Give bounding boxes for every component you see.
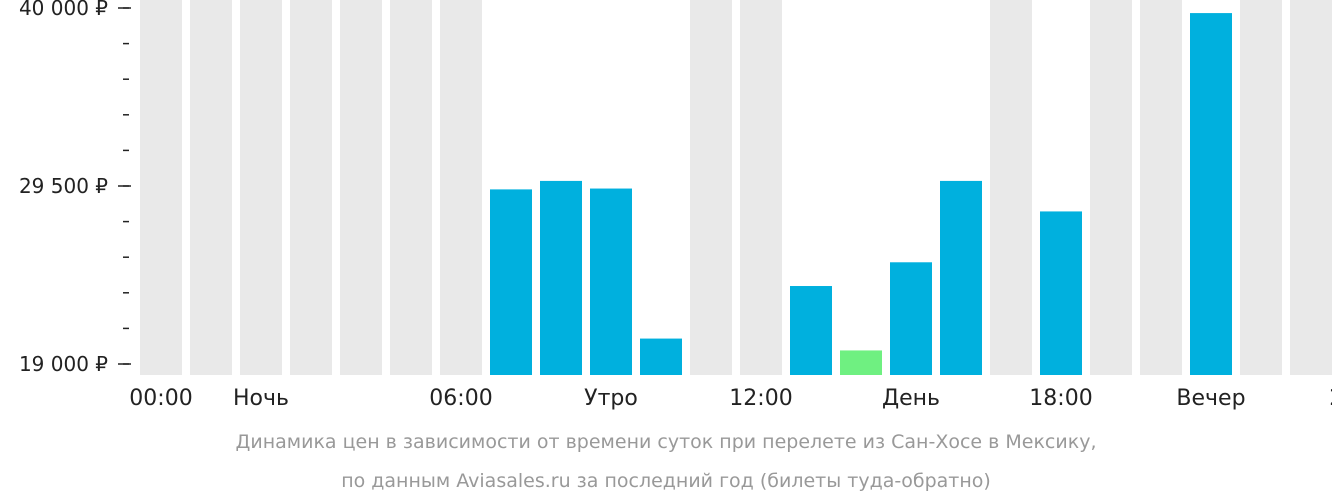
empty-slot bbox=[140, 0, 182, 375]
bar bbox=[1190, 13, 1232, 375]
empty-slot bbox=[190, 0, 232, 375]
empty-slot bbox=[1290, 0, 1332, 375]
x-tick-label: 18:00 bbox=[1029, 386, 1092, 411]
empty-slot bbox=[240, 0, 282, 375]
empty-slot bbox=[440, 0, 482, 375]
x-tick-label: Утро bbox=[584, 386, 638, 411]
bar bbox=[590, 188, 632, 375]
x-tick-label: 00:00 bbox=[129, 386, 192, 411]
x-tick-label: Вечер bbox=[1176, 386, 1245, 411]
bar bbox=[640, 338, 682, 375]
chart-title: Динамика цен в зависимости от времени су… bbox=[235, 431, 1097, 453]
empty-slot bbox=[690, 0, 732, 375]
empty-slot bbox=[1140, 0, 1182, 375]
chart-subtitle: по данным Aviasales.ru за последний год … bbox=[341, 470, 991, 492]
empty-slot bbox=[1090, 0, 1132, 375]
bar bbox=[540, 180, 582, 375]
bar bbox=[1040, 211, 1082, 375]
x-tick-label: 12:00 bbox=[729, 386, 792, 411]
empty-slot bbox=[390, 0, 432, 375]
x-tick-label: 06:00 bbox=[429, 386, 492, 411]
y-tick-label: 40 000 ₽ bbox=[19, 0, 108, 20]
empty-slot bbox=[990, 0, 1032, 375]
bar bbox=[890, 262, 932, 375]
bar-cheapest bbox=[840, 350, 882, 375]
x-axis: 00:00 Ночь 06:00 Утро 12:00 День 18:00 Вечер 24:… bbox=[129, 386, 1332, 411]
empty-slot bbox=[1240, 0, 1282, 375]
empty-slot bbox=[290, 0, 332, 375]
x-tick-label: День bbox=[882, 386, 940, 411]
y-tick-label: 29 500 ₽ bbox=[19, 174, 108, 198]
bar bbox=[790, 286, 832, 375]
x-tick-label: Ночь bbox=[233, 386, 289, 411]
bar bbox=[490, 189, 532, 375]
bars-group bbox=[140, 0, 1332, 375]
y-tick-label: 19 000 ₽ bbox=[19, 352, 108, 376]
empty-slot bbox=[740, 0, 782, 375]
y-axis: 40 000 ₽ 29 500 ₽ 19 000 ₽ bbox=[19, 0, 131, 376]
x-tick-label: 24:00 bbox=[1329, 386, 1332, 411]
empty-slot bbox=[340, 0, 382, 375]
bar bbox=[940, 180, 982, 375]
